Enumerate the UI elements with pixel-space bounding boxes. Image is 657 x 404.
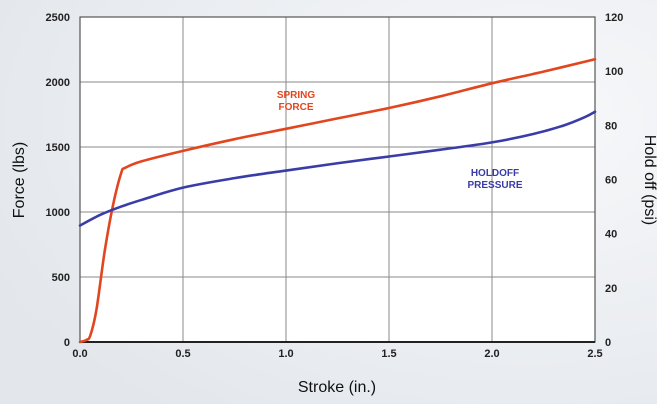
holdoff-pressure-label-line1: HOLDOFF	[471, 168, 519, 179]
y-axis-right-title: Hold off (psi)	[641, 135, 657, 225]
y-right-tick-label: 100	[605, 66, 623, 78]
y-left-tick-label: 0	[64, 337, 70, 349]
y-right-tick-label: 120	[605, 12, 623, 24]
x-tick-label: 1.0	[278, 348, 293, 360]
y-left-tick-label: 2000	[46, 77, 70, 89]
series-layer	[78, 57, 597, 344]
y-left-tick-label: 1500	[46, 142, 70, 154]
x-tick-label: 2.0	[484, 348, 499, 360]
y-right-tick-label: 80	[605, 120, 617, 132]
x-tick-label: 1.5	[381, 348, 396, 360]
x-axis-title: Stroke (in.)	[298, 379, 376, 396]
x-tick-label: 2.5	[587, 348, 602, 360]
spring-force-label-line2: FORCE	[279, 102, 314, 113]
y-right-tick-label: 20	[605, 283, 617, 295]
y-left-tick-label: 2500	[46, 12, 70, 24]
grid	[79, 16, 596, 343]
x-tick-label: 0.0	[72, 348, 87, 360]
y-right-tick-label: 40	[605, 229, 617, 241]
holdoff-pressure-line	[78, 110, 597, 227]
y-left-tick-label: 1000	[46, 207, 70, 219]
y-right-tick-label: 60	[605, 175, 617, 187]
spring-force-line	[78, 57, 597, 344]
ticks-layer: 0.0 0.5 1.0 1.5 2.0 2.50500100015002000250002…	[46, 12, 624, 360]
y-axis-left-title: Force (lbs)	[11, 142, 28, 218]
y-right-tick-label: 0	[605, 337, 611, 349]
y-left-tick-label: 500	[52, 272, 70, 284]
plot-area	[80, 17, 595, 342]
x-tick-label: 0.5	[175, 348, 190, 360]
holdoff-pressure-label-line2: PRESSURE	[467, 180, 522, 191]
spring-force-label-line1: SPRING	[277, 90, 316, 101]
